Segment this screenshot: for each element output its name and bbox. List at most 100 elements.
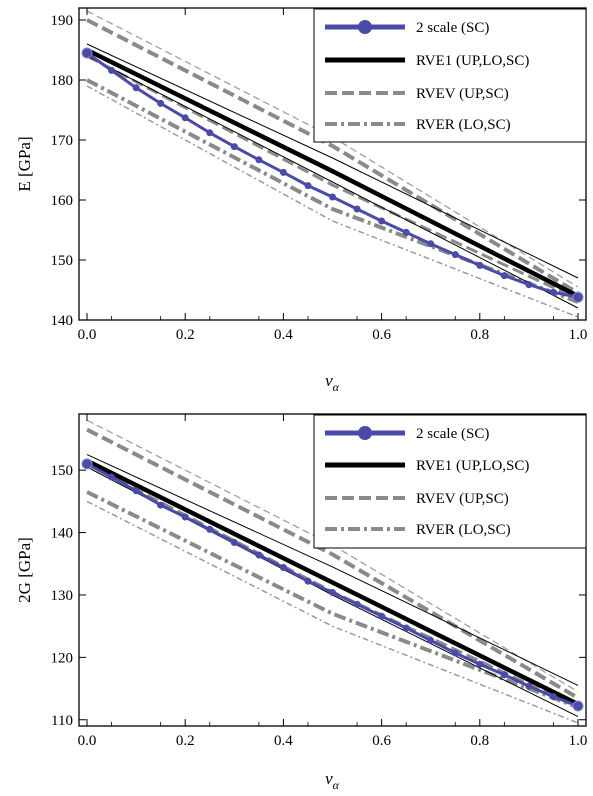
g-x-tick-label: 1.0 (569, 733, 588, 749)
chart-2g: 0.0 0.2 0.4 0.6 0.8 1.0 110 120 130 140 150 2G [GP… (15, 413, 588, 792)
e-2scale-point (157, 99, 165, 107)
e-legend-item-rvev: RVEV (UP,SC) (325, 86, 509, 102)
g-2scale-point (81, 458, 93, 470)
g-legend-label-rver: RVER (LO,SC) (416, 522, 511, 538)
g-2scale-point (353, 600, 361, 608)
e-legend-box (313, 8, 587, 143)
e-rve1-lower-line (86, 55, 579, 309)
e-legend-label-2scale: 2 scale (SC) (416, 20, 489, 36)
e-rvev-upper-line (86, 18, 580, 295)
e-2scale-point (279, 168, 287, 176)
chart-e: 0.0 0.2 0.4 0.6 0.8 1.0 140 150 160 170 180 190 E [… (15, 7, 588, 394)
g-data-layer (81, 419, 584, 724)
g-2scale-point (255, 551, 263, 559)
e-x-axis-label-main: ν (325, 371, 333, 390)
g-2scale-point (500, 671, 508, 679)
e-2scale-point (255, 156, 263, 164)
e-2scale-point (525, 281, 533, 289)
e-2scale-point (108, 66, 115, 74)
e-legend-marker-2scale (358, 20, 372, 34)
g-legend-label-rve1: RVE1 (UP,LO,SC) (416, 458, 529, 474)
e-x-tick-label: 0.8 (470, 327, 489, 343)
g-plot-frame (78, 413, 587, 727)
g-2scale-point (279, 564, 287, 571)
g-2scale-point (206, 525, 214, 533)
g-legend-item-rve1: RVE1 (UP,LO,SC) (325, 458, 529, 474)
e-2scale-point (402, 228, 410, 236)
g-legend-item-rvev: RVEV (UP,SC) (325, 491, 509, 507)
g-2scale-point (427, 637, 435, 644)
g-y-tick-label: 120 (51, 650, 74, 666)
g-2scale-point (108, 473, 115, 481)
e-data-layer (81, 10, 584, 318)
e-2scale-point (230, 143, 238, 151)
e-2scale-point (329, 193, 336, 201)
e-x-tick-label: 0.6 (372, 327, 391, 343)
e-y-tick-label: 190 (51, 13, 74, 29)
e-rve1-upper-line (86, 43, 579, 279)
e-y-tick-label: 160 (51, 193, 74, 209)
g-rver-lower-line (86, 500, 579, 724)
e-2scale-point (353, 205, 361, 213)
g-2scale-point (181, 513, 189, 521)
e-x-tick-label: 1.0 (569, 327, 588, 343)
e-x-axis-label: να (325, 371, 340, 394)
g-legend-box (313, 414, 587, 549)
e-x-tick-label: 0.0 (78, 327, 97, 343)
g-legend-item-2scale: 2 scale (SC) (325, 426, 489, 442)
e-2scale-point (476, 261, 484, 269)
g-y-tick-label: 110 (51, 713, 73, 729)
g-x-tick-label: 0.8 (470, 733, 489, 749)
e-y-axis-label: E [GPa] (15, 136, 34, 191)
g-x-tick-label: 0.2 (176, 733, 195, 749)
e-2scale-point (304, 182, 312, 190)
g-2scale-point (132, 487, 140, 495)
g-2scale-point (329, 589, 336, 596)
g-2scale-point (402, 624, 410, 632)
e-2scale-point (181, 114, 189, 122)
e-legend-item-rve1: RVE1 (UP,LO,SC) (325, 53, 529, 69)
g-x-tick-label: 0.6 (372, 733, 391, 749)
g-2scale-point (476, 660, 484, 668)
g-2scale-point (230, 539, 238, 546)
g-rve1-line (86, 458, 579, 707)
g-x-tick-label: 0.4 (274, 733, 293, 749)
g-2scale-point (451, 649, 459, 657)
g-2scale-point (525, 682, 533, 690)
e-x-tick-label: 0.2 (176, 327, 195, 343)
g-2scale-point (157, 501, 165, 509)
g-x-axis-label-sub: α (333, 778, 340, 792)
g-x-axis-label: να (325, 769, 340, 792)
g-2scale-point (304, 577, 312, 585)
e-2scale-point (427, 240, 435, 248)
g-legend-label-rvev: RVEV (UP,SC) (416, 491, 509, 507)
e-y-tick-label: 150 (51, 253, 74, 269)
g-legend-label-2scale: 2 scale (SC) (416, 426, 489, 442)
e-y-tick-label: 140 (51, 313, 74, 329)
g-2scale-point (378, 612, 386, 620)
e-rver-lower-line (86, 85, 579, 318)
g-legend: 2 scale (SC) RVE1 (UP,LO,SC) RVEV (UP,SC… (313, 414, 587, 549)
g-rvev-upper-line (86, 427, 580, 700)
e-legend-label-rve1: RVE1 (UP,LO,SC) (416, 53, 529, 69)
g-x-tick-label: 0.0 (78, 733, 97, 749)
e-ticks: 0.0 0.2 0.4 0.6 0.8 1.0 140 150 160 170 180 190 (51, 8, 588, 343)
e-rvev-lower-line (86, 54, 579, 301)
e-2scale-point (550, 288, 557, 296)
g-y-tick-label: 140 (51, 526, 74, 542)
e-2scale-point (451, 251, 459, 259)
e-rver-upper-line (86, 78, 579, 304)
e-legend: 2 scale (SC) RVE1 (UP,LO,SC) RVEV (UP,SC… (313, 8, 587, 143)
e-2scale-point (500, 272, 508, 280)
g-y-tick-label: 130 (51, 588, 74, 604)
g-legend-marker-2scale (358, 426, 372, 440)
g-2scale-point (572, 700, 584, 712)
e-x-axis-label-sub: α (333, 380, 340, 394)
e-rve1-line (86, 47, 580, 299)
g-ticks: 0.0 0.2 0.4 0.6 0.8 1.0 110 120 130 140 150 (51, 414, 588, 749)
g-legend-item-rver: RVER (LO,SC) (325, 522, 511, 538)
g-x-axis-label-main: ν (325, 769, 333, 788)
e-2scale-point (206, 129, 214, 137)
e-legend-label-rvev: RVEV (UP,SC) (416, 86, 509, 102)
